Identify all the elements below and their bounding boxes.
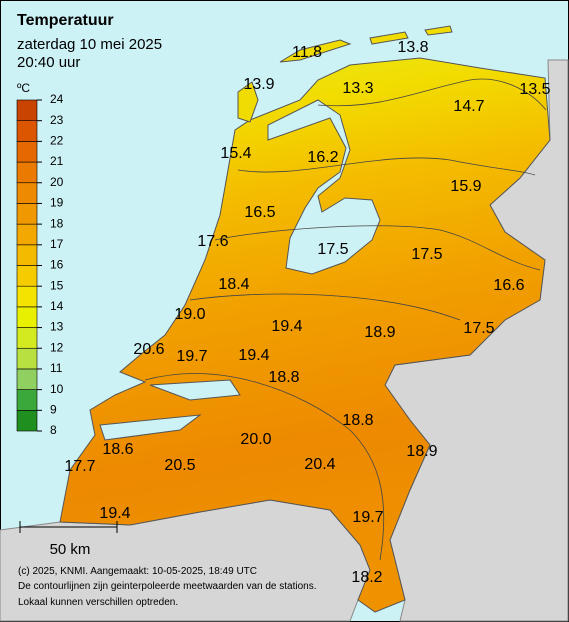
- legend-swatch: [16, 368, 38, 390]
- legend-swatch: [16, 99, 38, 121]
- legend-label: 12: [50, 340, 64, 354]
- station-value: 20.0: [240, 431, 271, 448]
- station-value: 18.9: [406, 443, 437, 460]
- legend-swatch: [16, 161, 38, 184]
- station-value: 16.6: [493, 277, 524, 294]
- legend-label: 9: [50, 402, 57, 416]
- legend-label: 22: [50, 134, 64, 148]
- station-value: 18.8: [268, 369, 299, 386]
- legend-label: 13: [50, 320, 64, 334]
- footer-line: (c) 2025, KNMI. Aangemaakt: 10-05-2025, …: [18, 566, 257, 577]
- station-value: 15.9: [450, 178, 481, 195]
- station-value: 11.8: [292, 44, 322, 61]
- scale-label: 50 km: [50, 541, 91, 558]
- station-value: 19.4: [99, 505, 130, 522]
- legend-swatch: [16, 265, 38, 287]
- legend-swatch: [16, 285, 38, 308]
- station-value: 13.5: [519, 81, 550, 98]
- footer-line: Lokaal kunnen verschillen optreden.: [18, 597, 178, 608]
- station-value: 16.5: [244, 204, 275, 221]
- station-value: 18.2: [351, 569, 382, 586]
- footer-line: De contourlijnen zijn geinterpoleerde me…: [18, 581, 317, 592]
- legend-label: 14: [50, 299, 64, 313]
- station-value: 19.4: [271, 318, 302, 335]
- legend-label: 10: [50, 382, 64, 396]
- station-value: 13.3: [342, 80, 373, 97]
- estuaries: [99, 379, 241, 441]
- station-value: 18.9: [364, 324, 395, 341]
- legend-label: 15: [50, 278, 64, 292]
- islands: [237, 25, 453, 123]
- station-value: 17.5: [411, 246, 442, 263]
- legend-swatch: [16, 223, 38, 246]
- legend-label: 11: [50, 361, 63, 375]
- station-value: 13.9: [243, 76, 274, 93]
- station-value: 17.5: [463, 320, 494, 337]
- station-value: 13.8: [397, 39, 428, 56]
- legend-swatch: [16, 244, 38, 266]
- station-value: 19.7: [352, 509, 383, 526]
- station-value: 17.7: [64, 458, 95, 475]
- station-value: 19.7: [176, 348, 207, 365]
- contours: [144, 78, 547, 561]
- station-value: 15.4: [220, 145, 251, 162]
- legend-swatch: [16, 347, 38, 370]
- legend-label: 8: [50, 423, 57, 437]
- unit: ºC: [17, 81, 30, 95]
- legend-label: 24: [50, 92, 64, 106]
- station-value: 18.8: [342, 412, 373, 429]
- legend-label: 16: [50, 258, 64, 272]
- station-value: 20.4: [304, 456, 335, 473]
- legend-swatch: [16, 410, 38, 432]
- legend-label: 23: [50, 113, 64, 127]
- date: zaterdag 10 mei 2025: [17, 36, 162, 53]
- legend-label: 19: [50, 196, 64, 210]
- legend-swatch: [16, 327, 38, 349]
- station-value: 18.6: [102, 441, 133, 458]
- station-value: 20.5: [164, 457, 195, 474]
- legend-swatch: [16, 182, 38, 204]
- station-value: 20.6: [133, 341, 164, 358]
- legend-swatch: [16, 203, 38, 225]
- legend-label: 21: [50, 154, 64, 168]
- station-value: 19.4: [238, 347, 269, 364]
- title: Temperatuur: [17, 12, 114, 29]
- station-value: 17.6: [197, 233, 228, 250]
- station-value: 18.4: [218, 276, 249, 293]
- station-value: 14.7: [453, 98, 484, 115]
- station-value: 19.0: [174, 306, 205, 323]
- legend-label: 17: [50, 237, 64, 251]
- station-value: 17.5: [317, 241, 348, 258]
- legend-swatch: [16, 120, 38, 142]
- station-value: 16.2: [307, 149, 338, 166]
- legend-swatch: [16, 141, 38, 163]
- legend-label: 20: [50, 175, 64, 189]
- ijsselmeer: [267, 99, 381, 275]
- netherlands: [59, 57, 551, 613]
- legend-label: 18: [50, 216, 64, 230]
- legend-swatch: [16, 306, 38, 328]
- legend-swatch: [16, 389, 38, 411]
- time: 20:40 uur: [17, 54, 80, 71]
